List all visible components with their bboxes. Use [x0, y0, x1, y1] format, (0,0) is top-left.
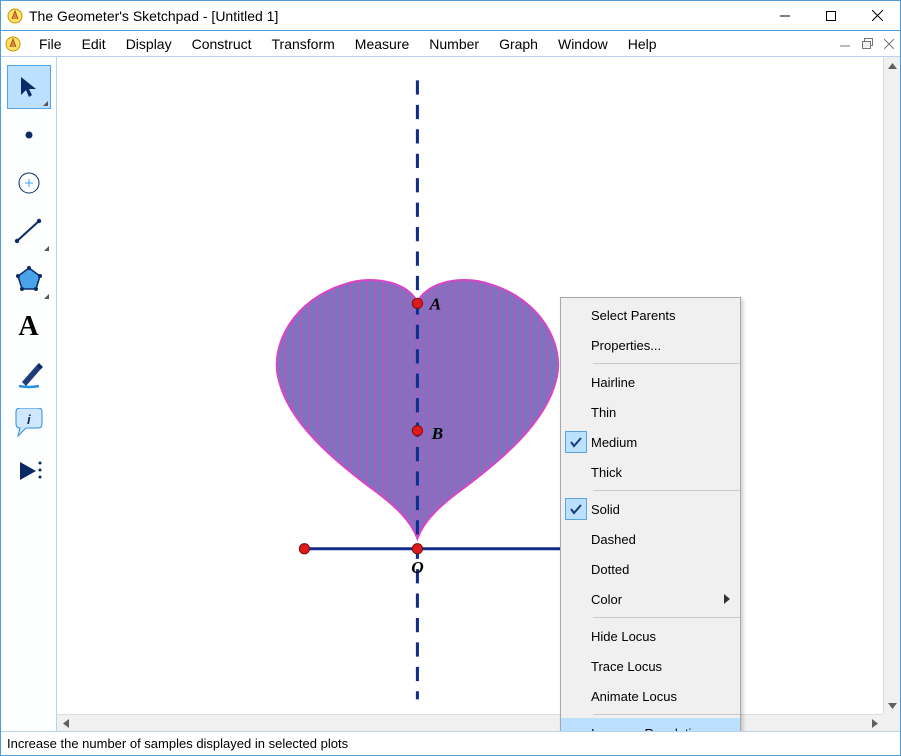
- menu-number[interactable]: Number: [419, 34, 489, 54]
- mdi-restore-button[interactable]: [856, 33, 878, 55]
- status-text: Increase the number of samples displayed…: [7, 736, 348, 751]
- more-dots-icon: [37, 461, 45, 481]
- menu-item-label: Color: [591, 592, 622, 607]
- menu-item-animate-locus[interactable]: Animate Locus: [561, 681, 740, 711]
- menu-separator: [593, 490, 740, 491]
- menu-help[interactable]: Help: [618, 34, 667, 54]
- horizontal-scrollbar[interactable]: [57, 714, 883, 731]
- menu-transform[interactable]: Transform: [262, 34, 345, 54]
- menu-item-solid[interactable]: Solid: [561, 494, 740, 524]
- scroll-corner: [883, 714, 900, 731]
- menu-item-thin[interactable]: Thin: [561, 397, 740, 427]
- app-window: The Geometer's Sketchpad - [Untitled 1] …: [0, 0, 901, 756]
- menu-file[interactable]: File: [29, 34, 72, 54]
- point-tool[interactable]: [7, 113, 51, 157]
- app-icon: [7, 8, 23, 24]
- menu-item-label: Hairline: [591, 375, 635, 390]
- submenu-arrow-icon: [724, 592, 730, 607]
- point-B[interactable]: [412, 426, 422, 436]
- menu-display[interactable]: Display: [116, 34, 182, 54]
- menu-item-properties[interactable]: Properties...: [561, 330, 740, 360]
- straightedge-tool[interactable]: [7, 209, 51, 253]
- menu-item-dashed[interactable]: Dashed: [561, 524, 740, 554]
- window-controls: [762, 1, 900, 30]
- point-O[interactable]: [412, 544, 422, 554]
- menu-separator: [593, 363, 740, 364]
- point-unnamed[interactable]: [299, 544, 309, 554]
- menu-item-label: Select Parents: [591, 308, 676, 323]
- menu-item-label: Medium: [591, 435, 637, 450]
- check-icon: [570, 503, 582, 515]
- canvas[interactable]: A B O Select Parents Properties... Hairline T…: [57, 57, 900, 731]
- menu-item-label: Dotted: [591, 562, 629, 577]
- svg-text:i: i: [27, 412, 31, 427]
- scroll-left-button[interactable]: [57, 715, 74, 731]
- minimize-button[interactable]: [762, 1, 808, 30]
- toolbox: A i: [1, 57, 57, 731]
- menu-items: FileEditDisplayConstructTransformMeasure…: [29, 34, 667, 54]
- tool-flyout-icon: [44, 294, 49, 299]
- menu-item-label: Trace Locus: [591, 659, 662, 674]
- menu-bar: FileEditDisplayConstructTransformMeasure…: [1, 31, 900, 57]
- menu-graph[interactable]: Graph: [489, 34, 548, 54]
- menu-construct[interactable]: Construct: [182, 34, 262, 54]
- point-label-B: B: [431, 424, 444, 443]
- mdi-minimize-button[interactable]: [834, 33, 856, 55]
- close-button[interactable]: [854, 1, 900, 30]
- menu-item-hairline[interactable]: Hairline: [561, 367, 740, 397]
- text-tool[interactable]: A: [7, 305, 51, 349]
- mdi-controls: [834, 33, 900, 55]
- polygon-tool[interactable]: [7, 257, 51, 301]
- point-A[interactable]: [412, 298, 422, 308]
- scroll-up-button[interactable]: [884, 57, 900, 74]
- status-bar: Increase the number of samples displayed…: [1, 731, 900, 755]
- menu-item-thick[interactable]: Thick: [561, 457, 740, 487]
- menu-separator: [593, 714, 740, 715]
- menu-item-label: Solid: [591, 502, 620, 517]
- context-menu: Select Parents Properties... Hairline Thin M…: [560, 297, 741, 731]
- compass-tool[interactable]: [7, 161, 51, 205]
- menu-item-medium[interactable]: Medium: [561, 427, 740, 457]
- menu-item-label: Increase Resolution: [591, 726, 706, 732]
- menu-item-label: Hide Locus: [591, 629, 656, 644]
- menu-item-label: Thick: [591, 465, 622, 480]
- custom-tool[interactable]: [7, 449, 51, 493]
- scroll-right-button[interactable]: [866, 715, 883, 731]
- information-tool[interactable]: i: [7, 401, 51, 445]
- tool-flyout-icon: [43, 101, 48, 106]
- menu-window[interactable]: Window: [548, 34, 618, 54]
- menu-measure[interactable]: Measure: [345, 34, 419, 54]
- maximize-button[interactable]: [808, 1, 854, 30]
- menu-item-color[interactable]: Color: [561, 584, 740, 614]
- window-title: The Geometer's Sketchpad - [Untitled 1]: [29, 8, 762, 24]
- mdi-close-button[interactable]: [878, 33, 900, 55]
- marker-tool[interactable]: [7, 353, 51, 397]
- menu-item-trace-locus[interactable]: Trace Locus: [561, 651, 740, 681]
- menu-separator: [593, 617, 740, 618]
- menu-item-label: Animate Locus: [591, 689, 677, 704]
- check-icon: [570, 436, 582, 448]
- menu-edit[interactable]: Edit: [72, 34, 116, 54]
- menu-item-select-parents[interactable]: Select Parents: [561, 300, 740, 330]
- title-bar: The Geometer's Sketchpad - [Untitled 1]: [1, 1, 900, 31]
- scroll-down-button[interactable]: [884, 697, 900, 714]
- menu-item-increase-resolution[interactable]: Increase Resolution: [561, 718, 740, 731]
- menu-item-label: Properties...: [591, 338, 661, 353]
- menu-item-label: Dashed: [591, 532, 636, 547]
- document-icon: [5, 36, 21, 52]
- tool-flyout-icon: [44, 246, 49, 251]
- point-label-O: O: [411, 558, 424, 577]
- sketch-area: A B O Select Parents Properties... Hairline T…: [57, 57, 900, 731]
- workspace: A i A B O: [1, 57, 900, 731]
- menu-item-label: Thin: [591, 405, 616, 420]
- menu-item-dotted[interactable]: Dotted: [561, 554, 740, 584]
- sketch-svg: A B O: [57, 57, 900, 731]
- menu-item-hide-locus[interactable]: Hide Locus: [561, 621, 740, 651]
- point-label-A: A: [429, 294, 442, 313]
- arrow-tool[interactable]: [7, 65, 51, 109]
- vertical-scrollbar[interactable]: [883, 57, 900, 714]
